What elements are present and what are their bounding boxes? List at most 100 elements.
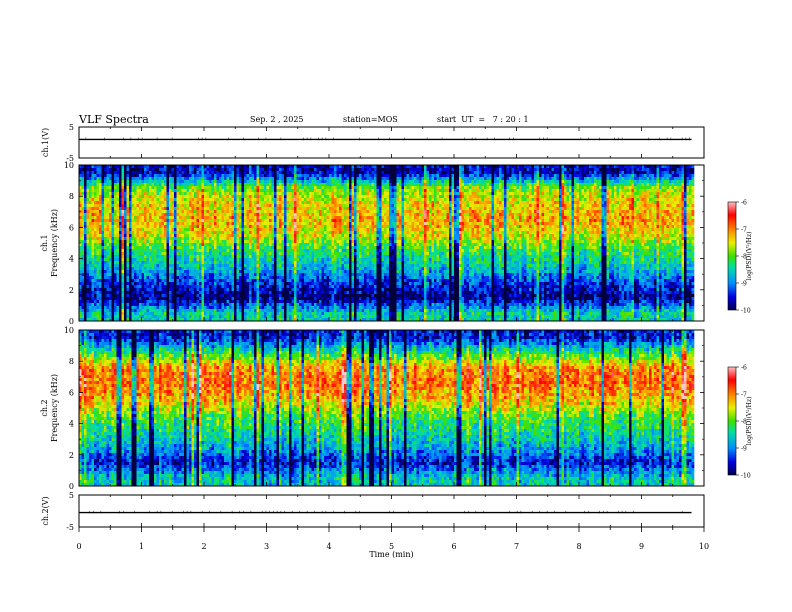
psd-cell: [211, 255, 215, 259]
psd-cell: [99, 174, 102, 178]
psd-cell: [156, 198, 160, 202]
psd-cell: [301, 294, 305, 298]
psd-cell: [296, 255, 300, 259]
psd-cell: [164, 300, 167, 304]
psd-cell: [254, 303, 257, 307]
psd-cell: [231, 210, 235, 214]
psd-cell: [259, 288, 262, 292]
psd-cell: [159, 243, 162, 247]
psd-cell: [199, 318, 202, 322]
psd-cell: [251, 285, 255, 289]
psd-cell: [109, 315, 112, 319]
psd-cell: [294, 276, 297, 280]
psd-cell: [276, 177, 280, 181]
psd-cell: [229, 237, 232, 241]
psd-cell: [289, 282, 292, 286]
psd-cell: [219, 300, 222, 304]
psd-cell: [286, 180, 290, 184]
psd-cell: [134, 273, 137, 277]
psd-cell: [149, 294, 152, 298]
psd-cell: [91, 246, 95, 250]
psd-cell: [176, 309, 180, 313]
psd-cell: [91, 255, 95, 259]
psd-cell: [159, 228, 162, 232]
psd-cell: [149, 183, 152, 187]
psd-cell: [146, 312, 150, 316]
psd-cell: [146, 282, 150, 286]
psd-cell: [306, 273, 310, 277]
psd-cell: [81, 216, 85, 220]
psd-cell: [249, 303, 252, 307]
psd-cell: [174, 267, 177, 271]
psd-cell: [261, 186, 265, 190]
psd-cell: [209, 276, 212, 280]
psd-cell: [139, 318, 142, 322]
psd-cell: [184, 294, 187, 298]
psd-cell: [211, 318, 215, 322]
psd-cell: [241, 309, 245, 313]
psd-cell: [106, 189, 110, 193]
psd-cell: [131, 207, 135, 211]
psd-cell: [161, 198, 165, 202]
psd-cell: [284, 183, 287, 187]
psd-cell: [276, 243, 280, 247]
psd-cell: [211, 210, 215, 214]
psd-cell: [226, 261, 230, 265]
psd-cell: [126, 168, 130, 172]
psd-cell: [79, 258, 82, 262]
psd-cell: [164, 315, 167, 319]
psd-cell: [296, 183, 300, 187]
psd-cell: [126, 201, 130, 205]
psd-cell: [194, 309, 197, 313]
psd-cell: [274, 276, 277, 280]
psd-cell: [311, 273, 315, 277]
psd-cell: [309, 252, 312, 256]
psd-cell: [134, 189, 137, 193]
psd-cell: [166, 168, 170, 172]
psd-cell: [136, 216, 140, 220]
psd-cell: [154, 279, 157, 283]
psd-cell: [266, 267, 270, 271]
psd-cell: [231, 216, 235, 220]
psd-cell: [209, 231, 212, 235]
psd-cell: [149, 237, 152, 241]
psd-cell: [309, 300, 312, 304]
psd-cell: [214, 252, 217, 256]
psd-cell: [109, 246, 112, 250]
psd-cell: [136, 264, 140, 268]
psd-cell: [189, 309, 192, 313]
psd-cell: [309, 291, 312, 295]
psd-cell: [89, 276, 92, 280]
psd-cell: [189, 306, 192, 310]
psd-cell: [284, 171, 287, 175]
psd-cell: [254, 210, 257, 214]
psd-cell: [246, 177, 250, 181]
psd-cell: [286, 189, 290, 193]
psd-cell: [311, 243, 315, 247]
psd-cell: [171, 309, 175, 313]
psd-cell: [214, 306, 217, 310]
psd-cell: [219, 165, 222, 169]
psd-cell: [296, 192, 300, 196]
psd-cell: [214, 273, 217, 277]
psd-cell: [79, 276, 82, 280]
psd-cell: [156, 276, 160, 280]
psd-cell: [164, 270, 167, 274]
psd-cell: [204, 171, 207, 175]
psd-cell: [226, 195, 230, 199]
psd-cell: [106, 297, 110, 301]
psd-cell: [171, 192, 175, 196]
psd-cell: [156, 165, 160, 169]
psd-cell: [199, 261, 202, 265]
psd-cell: [214, 168, 217, 172]
psd-cell: [199, 294, 202, 298]
psd-cell: [309, 309, 312, 313]
psd-cell: [141, 300, 145, 304]
psd-cell: [139, 255, 142, 259]
psd-cell: [219, 312, 222, 316]
psd-cell: [199, 222, 202, 226]
psd-cell: [189, 195, 192, 199]
psd-cell: [236, 309, 240, 313]
psd-cell: [266, 261, 270, 265]
psd-cell: [306, 192, 310, 196]
